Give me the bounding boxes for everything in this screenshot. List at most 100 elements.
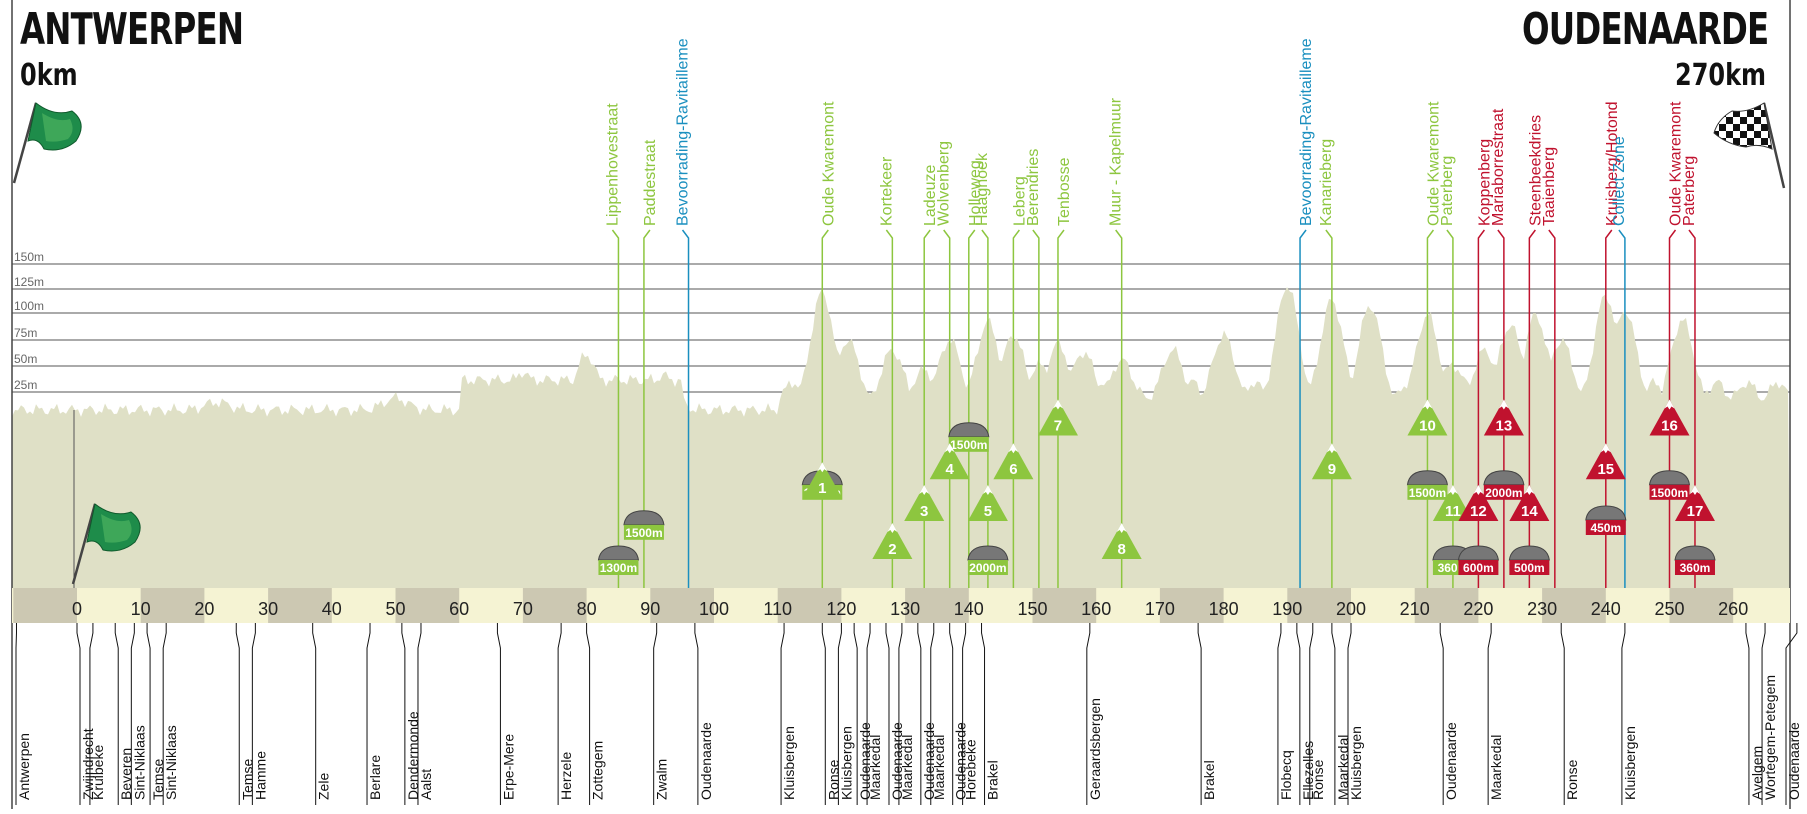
axis-tick-label: 210: [1400, 599, 1430, 619]
feature-label: Paterberg: [1439, 156, 1456, 226]
cobble-length: 1500m: [950, 438, 987, 452]
town-label: Flobecq: [1278, 750, 1294, 800]
climb-number: 3: [920, 503, 928, 520]
check-square: [1712, 117, 1719, 124]
town-label: Erpe-Mere: [500, 734, 516, 800]
town-label: Maarkedal: [899, 735, 915, 800]
check-square: [1712, 145, 1719, 152]
axis-tick-label: 110: [763, 599, 792, 619]
climb-number: 15: [1597, 461, 1614, 478]
elevation-profile: [12, 0, 1790, 809]
axis-tick-label: 170: [1145, 599, 1175, 619]
town-label: Kluisbergen: [781, 726, 797, 800]
check-square: [1726, 145, 1733, 152]
altitude-label: 50m: [14, 352, 37, 366]
cobble-sector: 600m: [1458, 546, 1498, 575]
feature-label: Tenbosse: [1056, 157, 1073, 226]
town-label: Maarkedal: [867, 735, 883, 800]
axis-tick-label: 180: [1209, 599, 1239, 619]
town-label: Brakel: [985, 760, 1001, 800]
axis-tick-label: 100: [699, 599, 729, 619]
axis-tick-label: 70: [513, 599, 533, 619]
climb-number: 4: [946, 461, 955, 478]
cobble-sector: 500m: [1509, 546, 1549, 575]
cobble-length: 1500m: [1409, 486, 1446, 500]
town-label: Oudenaarde: [1443, 722, 1459, 800]
town-label: Zottegem: [590, 741, 606, 800]
axis-tick-label: 150: [1017, 599, 1047, 619]
axis-tick-label: 90: [640, 599, 660, 619]
cobble-length: 360m: [1680, 561, 1711, 575]
town-label: Zele: [316, 773, 332, 800]
altitude-label: 75m: [14, 326, 37, 340]
town-label: Maarkedal: [931, 735, 947, 800]
cobble-sector: 1500m: [949, 423, 989, 452]
check-square: [1740, 131, 1747, 138]
cobble-length: 1300m: [600, 561, 637, 575]
climb-number: 14: [1521, 503, 1538, 520]
feature-label: Collect Zone: [1611, 136, 1628, 226]
feature-label: Mariaborrestraat: [1490, 108, 1507, 226]
altitude-label: 100m: [14, 299, 44, 313]
town-label: Brakel: [1201, 760, 1217, 800]
climb-number: 11: [1445, 503, 1461, 520]
altitude-label: 150m: [14, 250, 44, 264]
axis-tick-label: 30: [258, 599, 278, 619]
flag-pole: [14, 103, 36, 183]
check-square: [1740, 103, 1747, 110]
axis-tick-label: 240: [1591, 599, 1621, 619]
town-label: Oudenaarde: [698, 722, 714, 800]
town-label: Sint-Niklaas: [131, 725, 147, 800]
town-label: Berlare: [367, 755, 383, 800]
axis-tick-label: 60: [449, 599, 469, 619]
axis-tick-label: 0: [72, 599, 82, 619]
check-square: [1747, 138, 1754, 145]
axis-tick-label: 230: [1527, 599, 1557, 619]
feature-label: Oude Kwaremont: [820, 101, 837, 226]
cobble-length: 450m: [1590, 521, 1621, 535]
check-square: [1761, 138, 1768, 145]
town-label: Geraardsbergen: [1087, 698, 1103, 800]
start-distance: 0km: [20, 58, 78, 93]
finish-flag-icon: [1712, 103, 1784, 188]
axis-tick-label: 40: [322, 599, 342, 619]
climb-number: 6: [1009, 461, 1017, 478]
climb-number: 7: [1054, 418, 1062, 435]
cobble-sector: 1500m: [624, 511, 664, 540]
altitude-label: 125m: [14, 275, 44, 289]
town-label: Kluisbergen: [1348, 726, 1364, 800]
climb-number: 9: [1328, 461, 1336, 478]
climb-number: 1: [818, 480, 826, 497]
feature-label: Taaienberg: [1541, 147, 1558, 226]
town-label: Ronse: [1310, 759, 1326, 800]
finish-city: OUDENAARDE: [1522, 4, 1768, 55]
feature-label: Paddestraat: [642, 139, 659, 226]
feature-label: Bevoorrading-Ravitailleme: [1298, 38, 1315, 226]
feature-label: Kortekeer: [878, 156, 895, 226]
axis-tick-label: 50: [385, 599, 405, 619]
check-square: [1747, 110, 1754, 117]
check-square: [1719, 124, 1726, 131]
axis-tick-label: 250: [1654, 599, 1684, 619]
cobble-length: 500m: [1514, 561, 1545, 575]
altitude-label: 25m: [14, 378, 37, 392]
feature-label: Paterberg: [1681, 156, 1698, 226]
town-label: Wortegem-Petegem: [1762, 675, 1778, 800]
feature-label: Berendries: [1025, 149, 1042, 226]
feature-label: Haaghoek: [974, 152, 991, 226]
feature-label: Wolvenberg: [936, 141, 953, 226]
check-square: [1768, 103, 1775, 110]
cobble-length: 2000m: [969, 561, 1006, 575]
cobble-sector: 450m: [1586, 506, 1626, 535]
cobble-length: 1500m: [1651, 486, 1688, 500]
climb-number: 8: [1118, 541, 1126, 558]
check-square: [1726, 131, 1733, 138]
climb-number: 2: [888, 541, 896, 558]
check-square: [1761, 124, 1768, 131]
cobble-length: 600m: [1463, 561, 1494, 575]
feature-label: Muur - Kapelmuur: [1108, 97, 1125, 226]
axis-tick-label: 130: [890, 599, 920, 619]
climb-number: 16: [1661, 418, 1678, 435]
climb-number: 13: [1496, 418, 1513, 435]
